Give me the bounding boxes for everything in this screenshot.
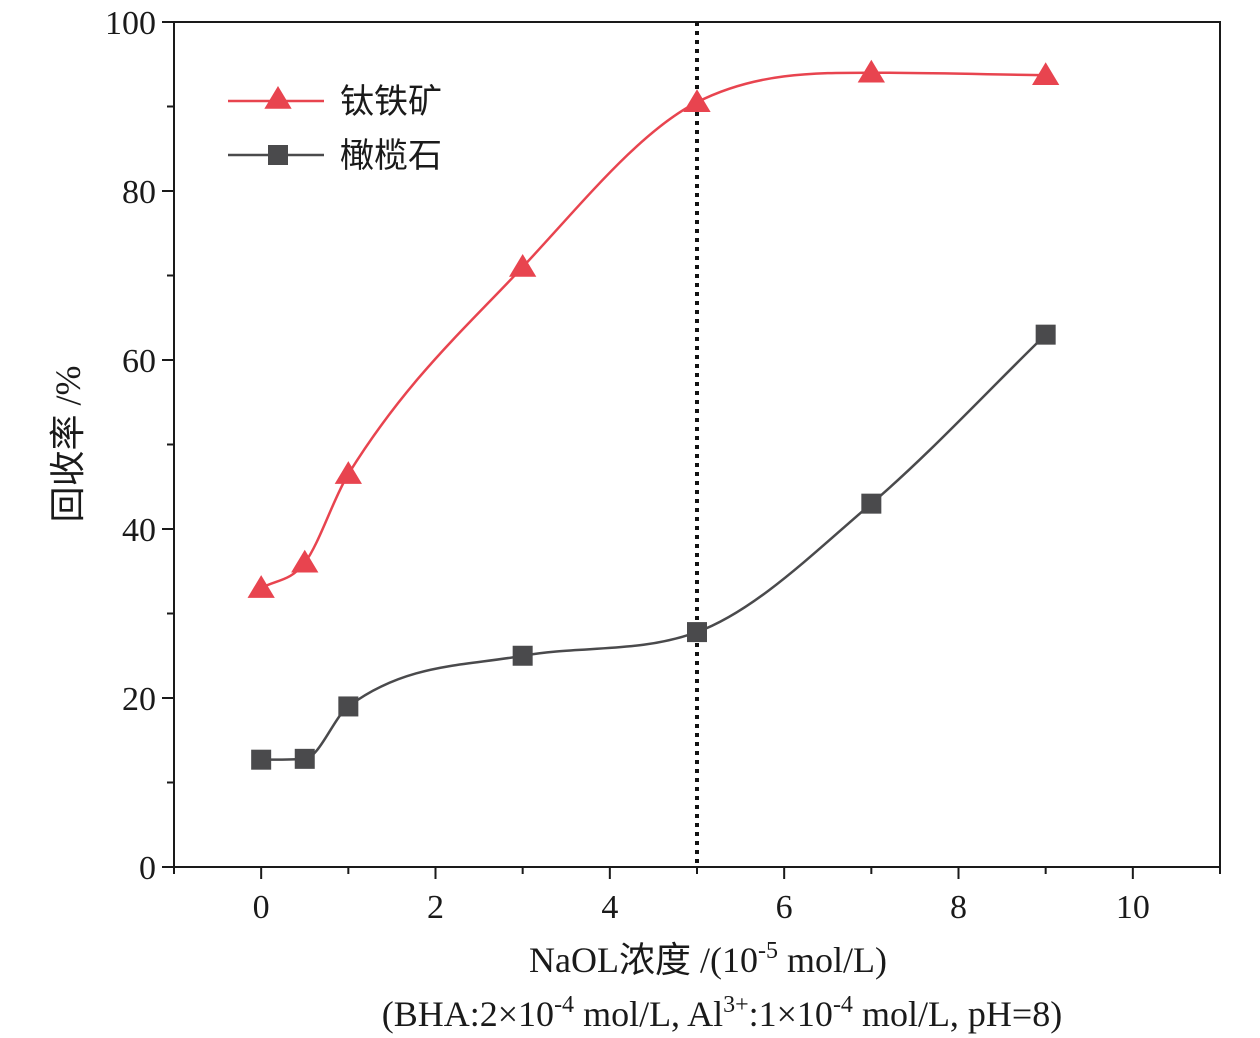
x-tick-label: 10 bbox=[1116, 889, 1150, 926]
note-s3: -4 bbox=[833, 992, 853, 1018]
series-line-1 bbox=[261, 333, 1047, 761]
data-point-square bbox=[687, 622, 707, 643]
x-axis-title-sup: -5 bbox=[758, 938, 778, 964]
note-p4: mol/L, pH=8) bbox=[853, 994, 1062, 1034]
data-point-square bbox=[294, 748, 315, 769]
data-point-square bbox=[251, 749, 272, 770]
data-point-square bbox=[512, 645, 533, 666]
note-p1: (BHA:2×10 bbox=[382, 994, 554, 1034]
legend-label-1: 橄榄石 bbox=[340, 136, 442, 176]
x-tick-label: 8 bbox=[950, 889, 967, 926]
x-tick-label: 4 bbox=[601, 889, 618, 926]
x-tick-label: 6 bbox=[776, 889, 793, 926]
note-s1: -4 bbox=[554, 992, 574, 1018]
x-axis-title-main: NaOL浓度 /(10 bbox=[529, 940, 758, 980]
data-point-triangle bbox=[291, 549, 319, 573]
note-s2: 3+ bbox=[723, 992, 749, 1018]
x-axis-title-tail: mol/L) bbox=[778, 940, 887, 980]
condition-note: (BHA:2×10-4 mol/L, Al3+:1×10-4 mol/L, pH… bbox=[382, 992, 1062, 1034]
note-p2: mol/L, Al bbox=[574, 994, 723, 1034]
y-axis-title: 回收率 /% bbox=[48, 366, 88, 523]
x-axis-title: NaOL浓度 /(10-5 mol/L) bbox=[529, 938, 887, 980]
data-point-triangle bbox=[334, 461, 362, 484]
data-point-triangle bbox=[247, 575, 275, 598]
data-point-square bbox=[1035, 324, 1056, 345]
data-point-square bbox=[861, 493, 882, 514]
x-tick-label: 2 bbox=[427, 889, 444, 926]
data-point-triangle bbox=[509, 254, 537, 277]
data-point-triangle bbox=[1032, 62, 1060, 85]
y-tick-label: 80 bbox=[122, 174, 156, 211]
legend-label-0: 钛铁矿 bbox=[340, 82, 442, 122]
y-tick-label: 20 bbox=[122, 681, 156, 718]
note-p3: :1×10 bbox=[749, 994, 833, 1034]
data-point-square bbox=[338, 696, 359, 717]
legend-marker-0 bbox=[264, 86, 292, 109]
data-point-triangle bbox=[857, 59, 885, 83]
data-point-triangle bbox=[683, 89, 711, 113]
x-tick-label: 0 bbox=[253, 889, 270, 926]
y-tick-label: 0 bbox=[139, 850, 156, 887]
y-tick-label: 60 bbox=[122, 343, 156, 380]
legend: 钛铁矿 橄榄石 bbox=[228, 82, 442, 176]
y-tick-label: 40 bbox=[122, 512, 156, 549]
y-tick-label: 100 bbox=[105, 5, 156, 42]
series-layer bbox=[247, 59, 1060, 770]
legend-marker-1 bbox=[268, 145, 288, 165]
